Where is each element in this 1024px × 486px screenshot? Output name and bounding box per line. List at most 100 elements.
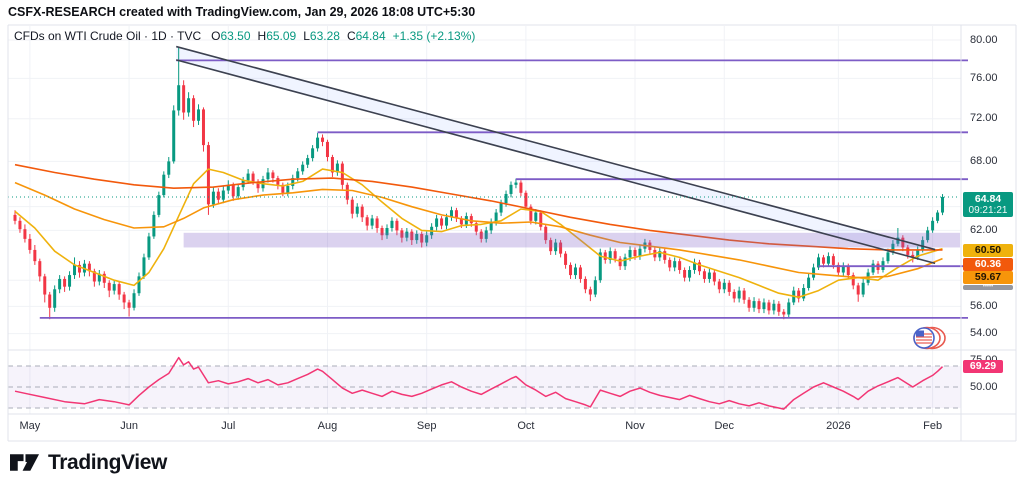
candle-body [281, 184, 285, 193]
candle-body [688, 269, 692, 278]
candle-body [554, 242, 558, 252]
candle-body [812, 267, 816, 278]
rsi-tick-label: 50.00 [970, 380, 998, 393]
candle-body [941, 196, 945, 213]
symbol-title[interactable]: CFDs on WTI Crude Oil · 1D · TVC [14, 29, 202, 43]
candle-body [772, 303, 776, 311]
candle-body [48, 294, 52, 308]
candle-body [345, 184, 349, 200]
candle-body [663, 251, 667, 260]
candle-body [201, 109, 205, 146]
candle-body [425, 235, 429, 243]
candle-body [926, 230, 930, 241]
candle-body [197, 109, 201, 121]
last-price-badge: 64.84 09:21:21 [963, 192, 1013, 217]
candle-body [777, 303, 781, 312]
tradingview-logo-icon[interactable] [10, 454, 40, 472]
candle-body [385, 227, 389, 236]
candle-body [187, 98, 191, 113]
candle-body [787, 302, 791, 315]
candle-body [102, 273, 106, 283]
candle-body [127, 302, 131, 308]
candle-body [886, 252, 890, 262]
candle-body [58, 278, 62, 290]
legend: CFDs on WTI Crude Oil · 1D · TVC O63.50 H6… [14, 29, 475, 43]
candle-body [598, 252, 602, 281]
candle-body [633, 249, 637, 257]
price-tick-label: 68.00 [970, 154, 998, 167]
candle-body [73, 264, 77, 276]
candle-body [167, 161, 171, 175]
candle-body [539, 212, 543, 227]
candle-body [380, 227, 384, 236]
footer: TradingView [10, 451, 167, 475]
time-tick-label: Sep [416, 420, 437, 432]
candle-body [122, 294, 126, 303]
candle-body [826, 256, 830, 264]
candle-body [722, 282, 726, 290]
candle-body [117, 284, 121, 295]
candle-body [43, 276, 47, 295]
candle-body [147, 236, 151, 258]
candle-body [742, 290, 746, 300]
candle-body [559, 242, 563, 254]
candle-body [162, 174, 166, 196]
supply-zone [183, 232, 960, 248]
candle-body [618, 258, 622, 267]
candle-body [762, 302, 766, 310]
candle-body [757, 301, 761, 310]
price-tick-label: 80.00 [970, 33, 998, 46]
channel-upper-line [175, 45, 936, 251]
time-tick-label: Nov [625, 420, 645, 432]
channel-fill [176, 46, 936, 264]
time-tick-label: Feb [923, 420, 943, 432]
price-tick-label: 54.00 [970, 327, 998, 340]
candle-body [216, 191, 220, 200]
price-tick-label: 76.00 [970, 71, 998, 84]
candle-body [891, 243, 895, 253]
candle-body [454, 210, 458, 219]
candle-body [896, 237, 900, 244]
candle-body [693, 262, 697, 270]
candle-body [370, 218, 374, 226]
candle-body [549, 240, 553, 252]
candle-body [916, 249, 920, 258]
candle-body [340, 163, 344, 185]
candle-body [182, 85, 186, 113]
candle-body [906, 247, 910, 255]
candle-body [107, 282, 111, 291]
candle-body [841, 266, 845, 273]
candle-body [802, 287, 806, 299]
candle-body [246, 173, 250, 181]
candle-body [747, 299, 751, 308]
candle-body [152, 214, 156, 237]
candle-body [504, 193, 508, 204]
candle-body [420, 234, 424, 243]
candle-body [390, 220, 394, 228]
tradingview-wordmark[interactable]: TradingView [48, 451, 167, 474]
candle-body [231, 184, 235, 197]
candle-body [807, 277, 811, 288]
ma-value-badge: 59.67 [963, 271, 1013, 284]
candle-body [564, 253, 568, 265]
candle-body [901, 237, 905, 248]
candle-body [92, 271, 96, 282]
candle-body [524, 192, 528, 207]
time-tick-label: May [19, 420, 41, 432]
candle-body [479, 231, 483, 239]
ohlc-close: C64.84 [346, 29, 386, 43]
price-tick-label: 56.00 [970, 299, 998, 312]
candle-body [68, 275, 72, 287]
hidden-badge: ••••• [963, 285, 1013, 290]
candle-body [306, 158, 310, 165]
candle-body [286, 185, 290, 193]
candle-body [474, 223, 478, 232]
candle-body [410, 231, 414, 241]
candle-body [519, 182, 523, 193]
candle-body [33, 249, 37, 262]
candle-body [494, 212, 498, 223]
candle-body [921, 240, 925, 250]
candle-body [18, 220, 22, 230]
candle-body [514, 182, 518, 185]
